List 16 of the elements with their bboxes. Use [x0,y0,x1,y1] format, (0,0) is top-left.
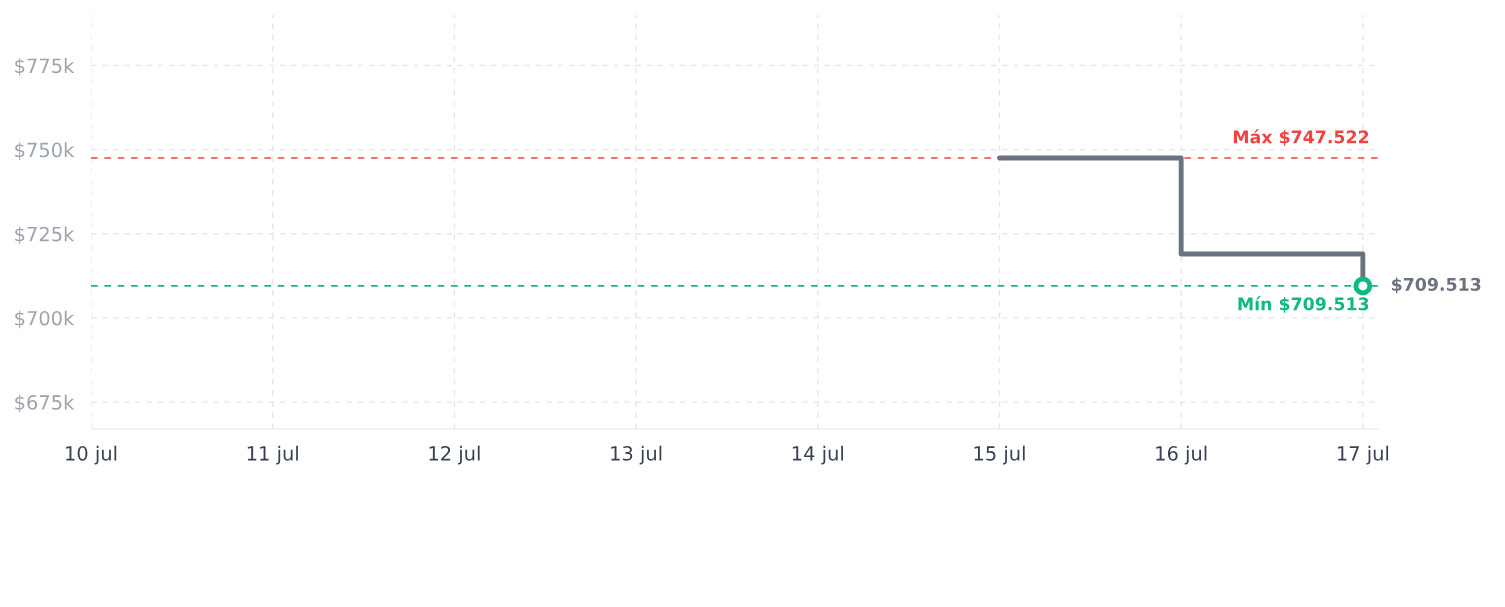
x-tick-label: 13 jul [611,445,662,465]
y-tick-label: $775k [15,58,75,76]
y-tick-label: $700k [15,310,75,329]
y-tick-label: $725k [15,226,75,245]
y-tick-label: $675k [15,394,75,413]
x-tick-label: 10 jul [66,445,117,465]
x-tick-label: 15 jul [974,445,1025,465]
ref-line-label: Mín $709.513 [1238,296,1369,313]
x-tick-label: 12 jul [429,445,480,465]
x-tick-label: 16 jul [1156,445,1207,465]
x-tick-label: 11 jul [247,445,298,465]
y-tick-label: $750k [15,142,75,160]
annotation: $709.513 [1391,277,1481,294]
ref-line-label: Máx $747.522 [1233,129,1369,146]
x-tick-label: 17 jul [1337,445,1389,465]
x-tick-label: 14 jul [792,445,843,465]
